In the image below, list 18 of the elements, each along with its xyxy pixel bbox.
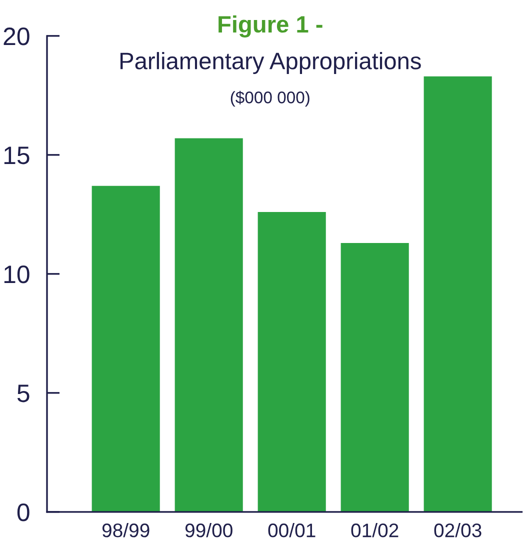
x-tick-label: 99/00 (185, 523, 232, 538)
chart-title: Figure 1 - (218, 15, 322, 38)
bar (174, 138, 243, 512)
y-tick-label: 5 (17, 384, 30, 402)
x-tick-label: 01/02 (351, 523, 398, 538)
annotation: ($000 000) (230, 90, 310, 107)
y-tick-label: 10 (4, 266, 30, 284)
y-tick-label: 0 (17, 504, 30, 522)
bar (424, 76, 492, 512)
y-tick-label: 15 (4, 146, 30, 164)
x-tick-label: 02/03 (434, 523, 482, 538)
bar (92, 186, 160, 512)
x-tick-label: 00/01 (268, 523, 316, 538)
y-tick-label: 20 (4, 28, 30, 46)
x-tick-label: 98/99 (102, 523, 150, 538)
bar (258, 212, 326, 512)
bar (340, 242, 409, 512)
text: Parliamentary Appropriations (120, 52, 421, 74)
